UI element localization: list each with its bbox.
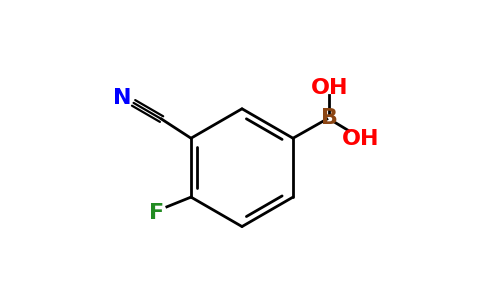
Text: B: B xyxy=(321,108,338,127)
Text: F: F xyxy=(149,203,164,223)
Text: OH: OH xyxy=(341,129,379,149)
Text: OH: OH xyxy=(310,78,348,98)
Text: N: N xyxy=(113,88,132,108)
